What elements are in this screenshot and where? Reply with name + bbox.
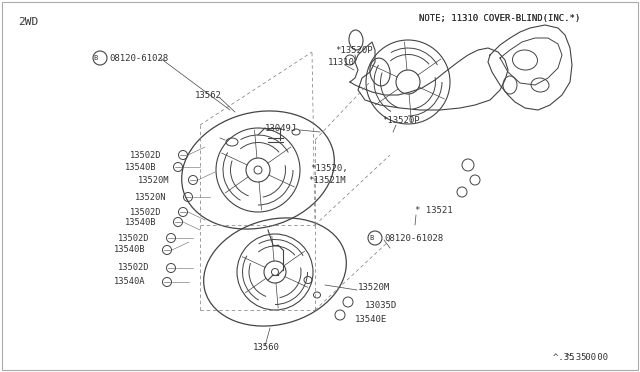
Text: 13502D: 13502D: [130, 208, 161, 217]
Text: 13520M: 13520M: [358, 283, 390, 292]
Text: * 13521: * 13521: [415, 205, 452, 215]
Text: NOTE; 11310 COVER-BLIND(INC.*): NOTE; 11310 COVER-BLIND(INC.*): [419, 13, 580, 22]
Text: 13540A: 13540A: [114, 278, 145, 286]
Text: B: B: [94, 55, 98, 61]
Text: *13520P: *13520P: [335, 45, 372, 55]
Text: 13540E: 13540E: [355, 315, 387, 324]
Text: 13540B: 13540B: [125, 163, 157, 171]
Text: ^.35  00: ^.35 00: [553, 353, 596, 362]
Text: 13035D: 13035D: [365, 301, 397, 310]
Text: 13540B: 13540B: [114, 246, 145, 254]
Text: 13502D: 13502D: [118, 234, 150, 243]
Text: 13502D: 13502D: [118, 263, 150, 273]
Text: ^.35  00: ^.35 00: [565, 353, 608, 362]
Text: 08120-61028: 08120-61028: [384, 234, 443, 243]
Text: 08120-61028: 08120-61028: [109, 54, 168, 62]
Text: 13562: 13562: [195, 90, 222, 99]
Text: 13560: 13560: [253, 343, 280, 353]
Text: 11310: 11310: [328, 58, 355, 67]
Text: 13520N: 13520N: [135, 192, 166, 202]
Text: *13520,: *13520,: [310, 164, 348, 173]
Text: *13521M: *13521M: [308, 176, 346, 185]
Text: *13520P: *13520P: [382, 115, 420, 125]
Text: 13520M: 13520M: [138, 176, 170, 185]
Text: 2WD: 2WD: [18, 17, 38, 27]
Text: NOTE; 11310 COVER-BLIND(INC.*): NOTE; 11310 COVER-BLIND(INC.*): [419, 13, 580, 22]
Text: 13540B: 13540B: [125, 218, 157, 227]
Text: 13502D: 13502D: [130, 151, 161, 160]
Text: 13049J: 13049J: [265, 124, 297, 132]
Text: B: B: [369, 235, 373, 241]
